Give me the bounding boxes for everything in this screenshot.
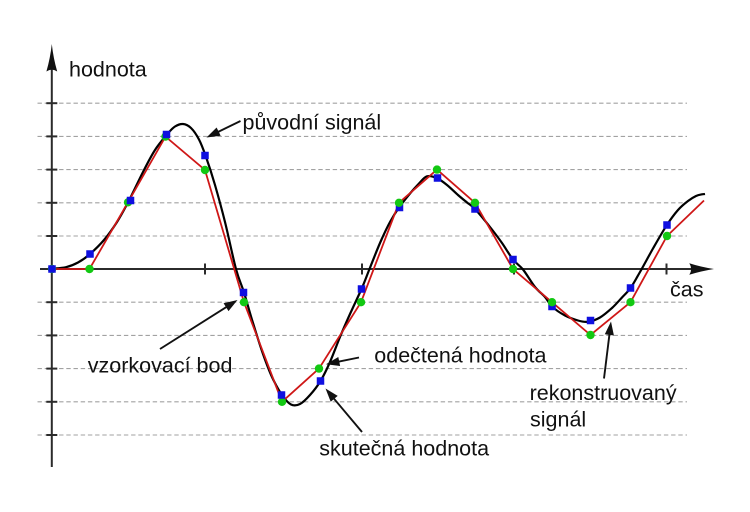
svg-text:hodnota: hodnota xyxy=(69,58,147,82)
svg-text:rekonstruovaný: rekonstruovaný xyxy=(530,381,677,405)
svg-text:skutečná hodnota: skutečná hodnota xyxy=(319,436,489,460)
svg-text:signál: signál xyxy=(530,408,586,432)
svg-text:odečtená hodnota: odečtená hodnota xyxy=(374,344,546,368)
svg-text:vzorkovací bod: vzorkovací bod xyxy=(88,354,233,378)
svg-text:čas: čas xyxy=(670,278,703,302)
svg-text:původní signál: původní signál xyxy=(243,111,382,135)
